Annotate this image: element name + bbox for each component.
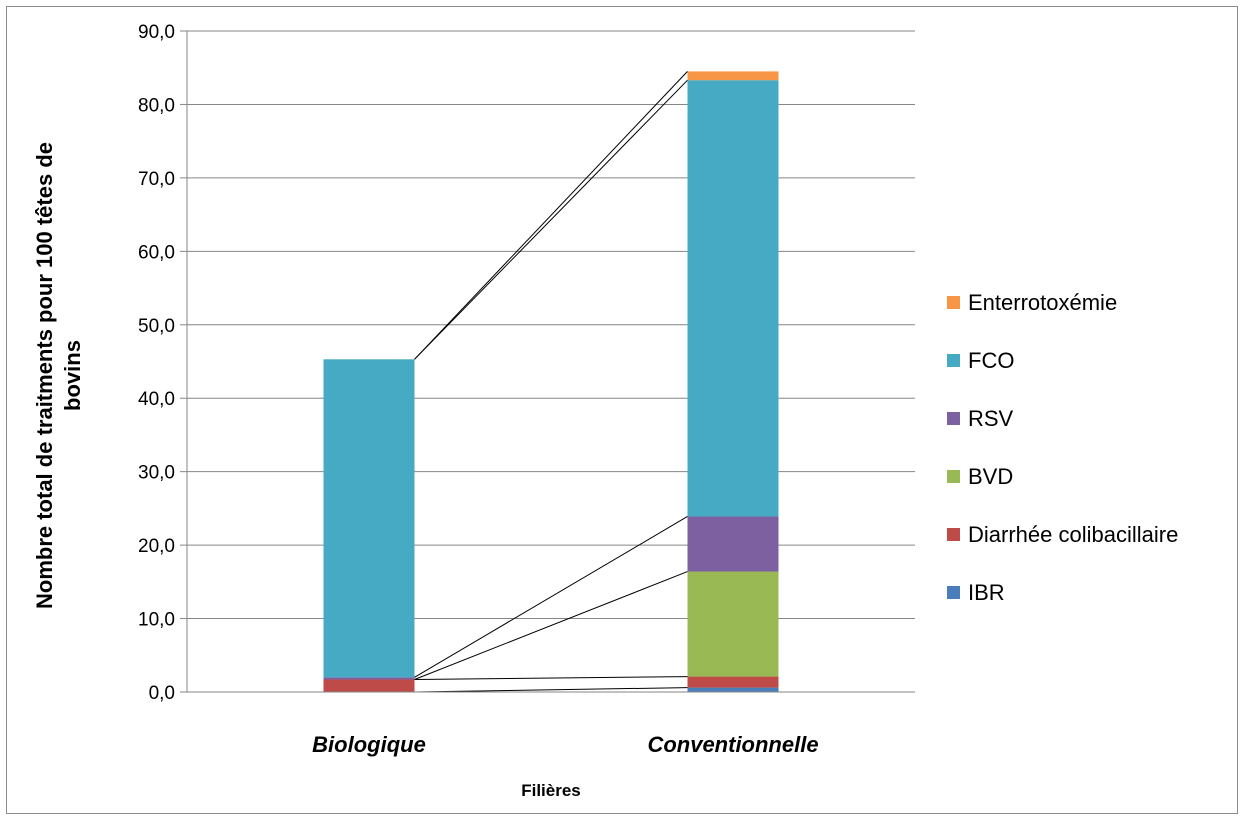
gridlines (180, 30, 915, 693)
y-tick-label: 10,0 (138, 610, 175, 631)
connector-line (414, 571, 688, 680)
legend-swatch (947, 586, 960, 599)
y-axis-title: Nombre total de traitments pour 100 tête… (32, 142, 85, 609)
legend-swatch (947, 354, 960, 367)
connector-line (414, 516, 688, 678)
y-tick-label: 0,0 (149, 683, 175, 704)
x-axis-title: Filières (521, 781, 581, 800)
y-axis-title-line-2: bovins (60, 340, 85, 411)
bar-segment-fco (687, 80, 779, 517)
legend-swatch (947, 470, 960, 483)
bar-segment-fco (323, 359, 415, 678)
axes (186, 31, 915, 693)
bar-segment-enterrotox-mie (687, 71, 779, 81)
legend-label: Diarrhée colibacillaire (968, 522, 1178, 547)
legend-label: IBR (968, 580, 1005, 605)
y-tick-label: 40,0 (138, 389, 175, 410)
connector-line (414, 687, 688, 693)
legend-swatch (947, 528, 960, 541)
legend-label: Enterrotoxémie (968, 290, 1117, 315)
y-tick-label: 30,0 (138, 463, 175, 484)
connector-line (414, 71, 688, 360)
y-tick-label: 50,0 (138, 316, 175, 337)
bar-segment-diarrh-e-colibacillaire (323, 679, 415, 692)
y-tick-label: 90,0 (138, 22, 175, 43)
legend: Enterrotoxémie FCO RSV BVD Diarrhée colibaci… (947, 290, 1178, 605)
y-tick-label: 70,0 (138, 169, 175, 190)
legend-label: BVD (968, 464, 1013, 489)
y-tick-label: 20,0 (138, 536, 175, 557)
connector-line (414, 676, 688, 681)
legend-swatch (947, 296, 960, 309)
legend-label: RSV (968, 406, 1014, 431)
x-category-label: Conventionnelle (647, 732, 818, 757)
legend-swatch (947, 412, 960, 425)
series-connector-lines (414, 71, 688, 693)
bars (323, 71, 779, 692)
bar-segment-ibr (687, 687, 779, 692)
y-tick-label: 60,0 (138, 242, 175, 263)
legend-label: FCO (968, 348, 1014, 373)
connector-line (414, 79, 688, 360)
bar-segment-rsv (687, 516, 779, 572)
bar-segment-rsv (323, 677, 415, 680)
y-axis-title-line-1: Nombre total de traitments pour 100 tête… (32, 142, 57, 609)
y-tick-label: 80,0 (138, 95, 175, 116)
x-category-labels: Biologique Conventionnelle (312, 732, 818, 757)
x-category-label: Biologique (312, 732, 426, 757)
bar-segment-diarrh-e-colibacillaire (687, 676, 779, 688)
bar-segment-bvd (687, 571, 779, 677)
y-tick-labels: 0,0 10,0 20,0 30,0 40,0 50,0 60,0 70,0 80,0 90,0 (138, 22, 175, 704)
